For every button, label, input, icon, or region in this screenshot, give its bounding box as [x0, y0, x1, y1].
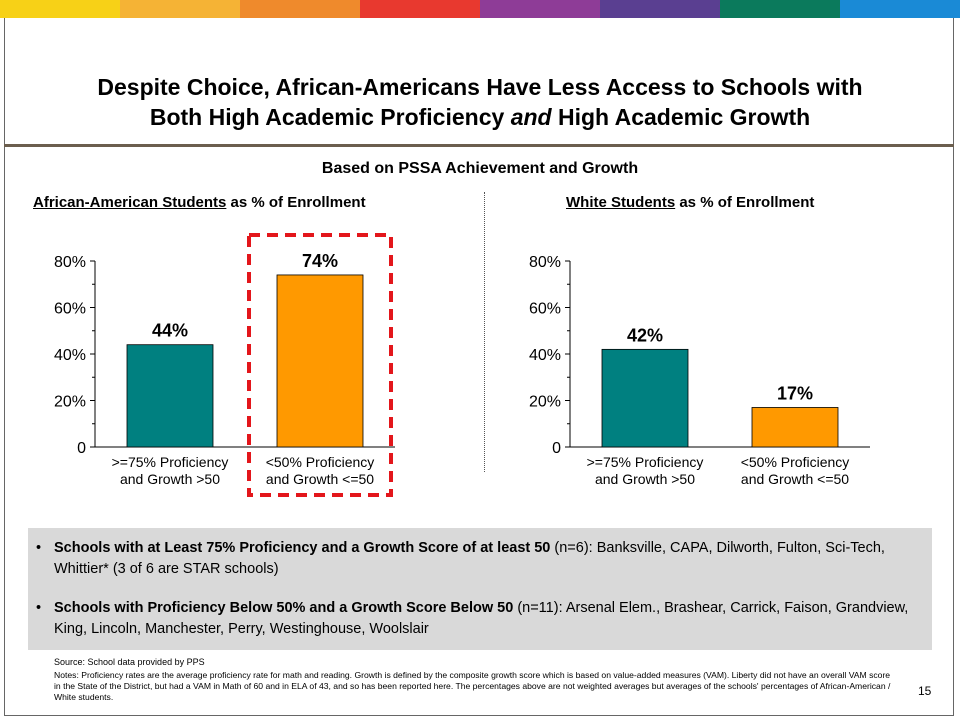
x-tick-label: and Growth <=50 [741, 471, 849, 487]
page-number: 15 [918, 684, 932, 698]
title-line-2a: Both High Academic Proficiency [149, 104, 511, 130]
y-tick-label: 40% [529, 347, 561, 364]
y-tick-label: 20% [529, 394, 561, 411]
footnotes: Notes: Proficiency rates are the average… [54, 670, 891, 702]
x-tick-label: and Growth >50 [120, 471, 220, 487]
slide-title: Despite Choice, African-Americans Have L… [0, 72, 960, 132]
data-label: 42% [627, 325, 663, 345]
y-tick-label: 20% [54, 394, 86, 411]
x-tick-label: and Growth >50 [595, 471, 695, 487]
y-tick-label: 60% [54, 301, 86, 318]
notes-box [28, 528, 932, 650]
x-tick-label: >=75% Proficiency [587, 454, 704, 470]
stripe-segment [240, 0, 360, 18]
x-tick-label: <50% Proficiency [266, 454, 375, 470]
slide-frame [4, 18, 954, 716]
title-line-2b: High Academic Growth [551, 104, 811, 130]
bullet-bold: Schools with Proficiency Below 50% and a… [54, 600, 514, 616]
bullet-bold: Schools with at Least 75% Proficiency an… [54, 540, 551, 556]
bar [751, 407, 839, 448]
bar [276, 274, 364, 448]
source-note: Source: School data provided by PPS [54, 657, 205, 667]
data-label: 44% [152, 321, 188, 341]
chart-title-white: White Students as % of Enrollment [566, 194, 814, 211]
bullet-text: (n=11): Arsenal Elem., Brashear, Carrick… [54, 600, 909, 637]
bullet-text: (n=6): Banksville, CAPA, Dilworth, Fulto… [54, 540, 885, 577]
x-tick-label: and Growth <=50 [266, 471, 374, 487]
chart-title-underlined: African-American Students [33, 194, 227, 211]
data-label: 74% [302, 251, 338, 271]
bullet-dot: • [36, 540, 42, 556]
title-rule [4, 144, 954, 147]
stripe-segment [600, 0, 720, 18]
stripe-segment [120, 0, 240, 18]
stripe-segment [360, 0, 480, 18]
bullet-dot: • [36, 600, 42, 616]
chart-section-subtitle: Based on PSSA Achievement and Growth [321, 160, 639, 177]
bullet-high-proficiency: • Schools with at Least 75% Proficiency … [36, 538, 916, 580]
chart-title-african-american: African-American Students as % of Enroll… [33, 194, 366, 211]
stripe-segment [840, 0, 960, 18]
chart-title-rest: as % of Enrollment [675, 194, 815, 211]
y-tick-label: 0 [77, 440, 86, 457]
color-stripe [0, 0, 960, 18]
y-tick-label: 80% [54, 254, 86, 271]
x-tick-label: <50% Proficiency [741, 454, 850, 470]
y-tick-label: 60% [529, 301, 561, 318]
y-tick-label: 40% [54, 347, 86, 364]
data-label: 17% [777, 383, 813, 403]
x-tick-label: >=75% Proficiency [112, 454, 229, 470]
bar [601, 348, 689, 448]
highlight-box [247, 233, 393, 497]
title-line-1: Despite Choice, African-Americans Have L… [97, 74, 863, 100]
stripe-segment [480, 0, 600, 18]
chart-divider [484, 192, 485, 472]
chart-title-rest: as % of Enrollment [226, 194, 366, 211]
bullet-low-proficiency: • Schools with Proficiency Below 50% and… [36, 598, 916, 640]
y-tick-label: 80% [529, 254, 561, 271]
stripe-segment [0, 0, 120, 18]
bar [126, 344, 214, 448]
stripe-segment [720, 0, 840, 18]
title-emphasis: and [510, 104, 552, 130]
y-tick-label: 0 [552, 440, 561, 457]
chart-title-underlined: White Students [566, 194, 676, 211]
